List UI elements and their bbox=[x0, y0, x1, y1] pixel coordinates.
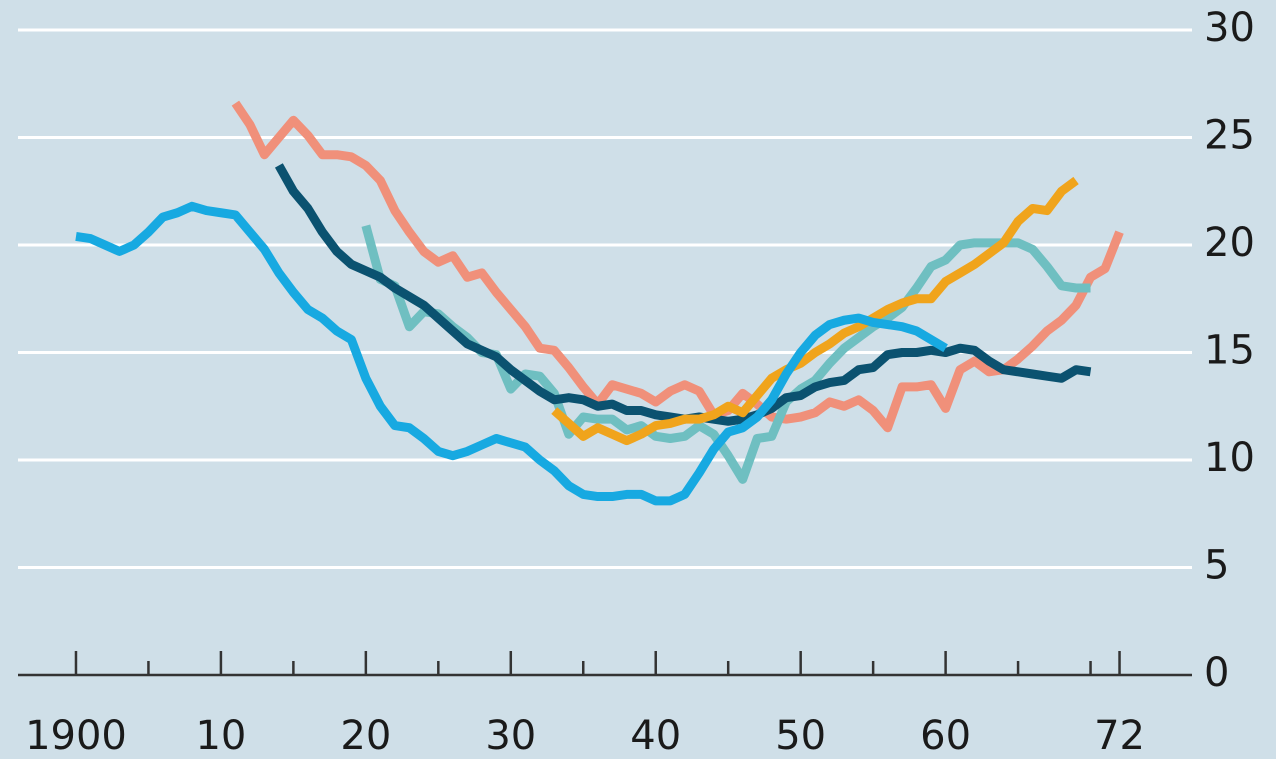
x-tick-label: 10 bbox=[195, 713, 246, 759]
y-tick-label: 20 bbox=[1204, 220, 1255, 266]
series-line bbox=[551, 176, 1079, 446]
y-tick-label: 10 bbox=[1204, 435, 1255, 481]
y-tick-label: 25 bbox=[1204, 113, 1255, 159]
y-tick-label: 15 bbox=[1204, 328, 1255, 374]
y-tick-label: 30 bbox=[1204, 5, 1255, 51]
y-tick-label: 0 bbox=[1204, 650, 1229, 696]
x-tick-label: 72 bbox=[1094, 713, 1145, 759]
x-tick-label: 20 bbox=[340, 713, 391, 759]
x-tick-label: 40 bbox=[630, 713, 681, 759]
y-tick-label: 5 bbox=[1204, 543, 1229, 589]
x-tick-label: 60 bbox=[920, 713, 971, 759]
x-tick-label: 1900 bbox=[25, 713, 127, 759]
series-line bbox=[231, 100, 1124, 433]
x-tick-label: 50 bbox=[775, 713, 826, 759]
series-line bbox=[75, 201, 948, 506]
x-tick-label: 30 bbox=[485, 713, 536, 759]
